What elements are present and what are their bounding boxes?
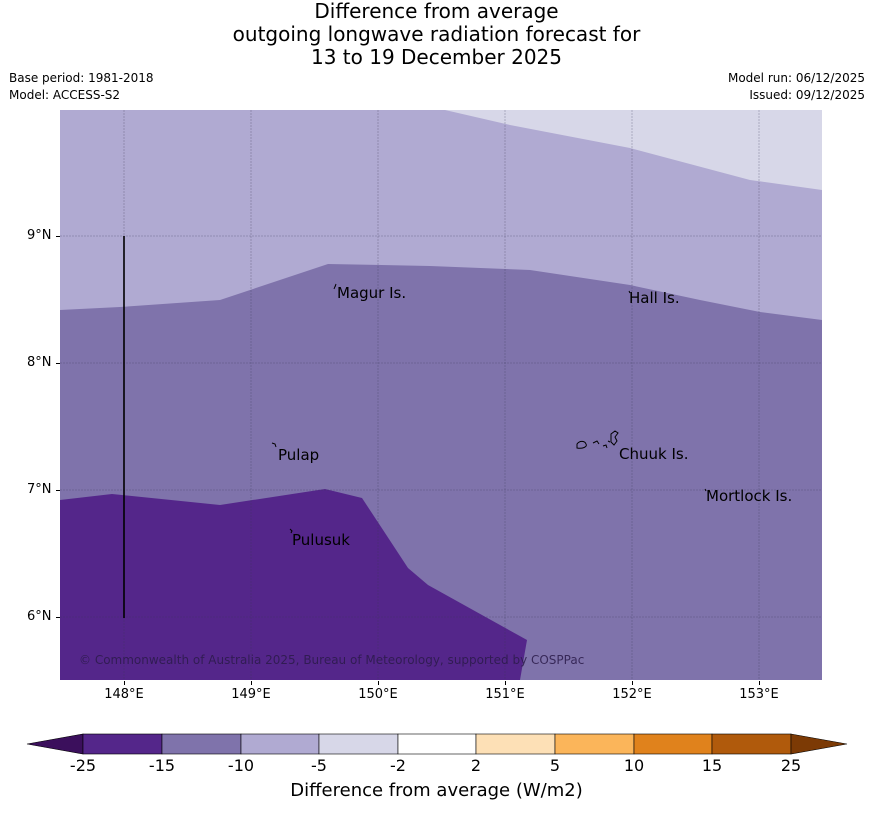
colorbar-bin-m2-p2 — [397, 733, 477, 755]
pulap-island-shape — [271, 442, 277, 448]
colorbar-tick-label: 5 — [549, 756, 561, 775]
colorbar-tick-label: 2 — [470, 756, 482, 775]
title-line-1: Difference from average — [314, 0, 559, 23]
lon-tickmark — [505, 681, 506, 685]
hall-island-shape — [628, 290, 631, 294]
lat-label-6n: 6°N — [27, 609, 52, 624]
lat-label-8n: 8°N — [27, 355, 52, 370]
copyright-notice: © Commonwealth of Australia 2025, Bureau… — [79, 653, 585, 667]
colorbar-extend-high — [790, 733, 848, 755]
lon-tickmark — [632, 681, 633, 685]
label-magur: Magur Is. — [337, 284, 407, 302]
label-pulusuk: Pulusuk — [292, 531, 350, 549]
lon-tickmark — [378, 681, 379, 685]
mortlock-island-shape — [704, 488, 707, 492]
title-line-3: 13 to 19 December 2025 — [310, 45, 562, 69]
meta-right: Model run: 06/12/2025 Issued: 09/12/2025 — [728, 70, 865, 104]
colorbar-title: Difference from average (W/m2) — [290, 780, 583, 801]
colorbar-tick-label: 10 — [623, 756, 645, 775]
lon-label-149e: 149°E — [231, 687, 271, 702]
lon-label-152e: 152°E — [612, 687, 652, 702]
map-title: Difference from average outgoing longwav… — [0, 0, 873, 69]
lat-tickmark — [56, 363, 60, 364]
lon-label-153e: 153°E — [739, 687, 779, 702]
band-m5-m2 — [445, 110, 822, 190]
colorbar-tick-label: -10 — [227, 756, 255, 775]
lat-tickmark — [56, 236, 60, 237]
issued-date: Issued: 09/12/2025 — [749, 88, 865, 102]
colorbar-tick-label: -25 — [69, 756, 97, 775]
model-run: Model run: 06/12/2025 — [727, 71, 865, 85]
model-name: Model: ACCESS-S2 — [9, 88, 121, 102]
label-chuuk: Chuuk Is. — [619, 445, 689, 463]
colorbar-bin-m25-m15 — [82, 733, 163, 755]
colorbar-bin-m5-m2 — [318, 733, 399, 755]
label-pulap: Pulap — [278, 446, 320, 464]
lat-tickmark — [56, 490, 60, 491]
lon-tickmark — [759, 681, 760, 685]
colorbar-tick-label: -2 — [390, 756, 406, 775]
title-line-2: outgoing longwave radiation forecast for — [232, 22, 641, 46]
colorbar-bin-p5-p10 — [554, 733, 635, 755]
colorbar-tick-label: -5 — [311, 756, 327, 775]
colorbar — [26, 733, 848, 755]
lon-tickmark — [124, 681, 125, 685]
lat-label-9n: 9°N — [27, 228, 52, 243]
lon-label-148e: 148°E — [104, 687, 144, 702]
lon-tickmark — [251, 681, 252, 685]
colorbar-tick-label: -15 — [148, 756, 176, 775]
colorbar-bin-p2-p5 — [475, 733, 556, 755]
pulusuk-island-shape — [289, 528, 293, 534]
base-period: Base period: 1981-2018 — [9, 71, 154, 85]
chuuk-island-shape — [576, 430, 619, 449]
lon-label-150e: 150°E — [358, 687, 398, 702]
colorbar-bin-p10-p15 — [633, 733, 713, 755]
lat-label-7n: 7°N — [27, 482, 52, 497]
colorbar-bin-m10-m5 — [240, 733, 320, 755]
colorbar-tick-label: 15 — [701, 756, 723, 775]
lon-label-151e: 151°E — [485, 687, 525, 702]
colorbar-bin-p15-p25 — [711, 733, 792, 755]
meta-left: Base period: 1981-2018 Model: ACCESS-S2 — [9, 70, 154, 104]
magur-island-shape — [333, 283, 337, 290]
colorbar-tick-label: 25 — [780, 756, 802, 775]
island-outlines — [271, 283, 707, 534]
band-m25-m15 — [60, 489, 527, 680]
colorbar-bin-m15-m10 — [161, 733, 242, 755]
label-mortlock: Mortlock Is. — [706, 487, 793, 505]
label-hall: Hall Is. — [629, 289, 680, 307]
colorbar-extend-low — [26, 733, 84, 755]
lat-tickmark — [56, 617, 60, 618]
